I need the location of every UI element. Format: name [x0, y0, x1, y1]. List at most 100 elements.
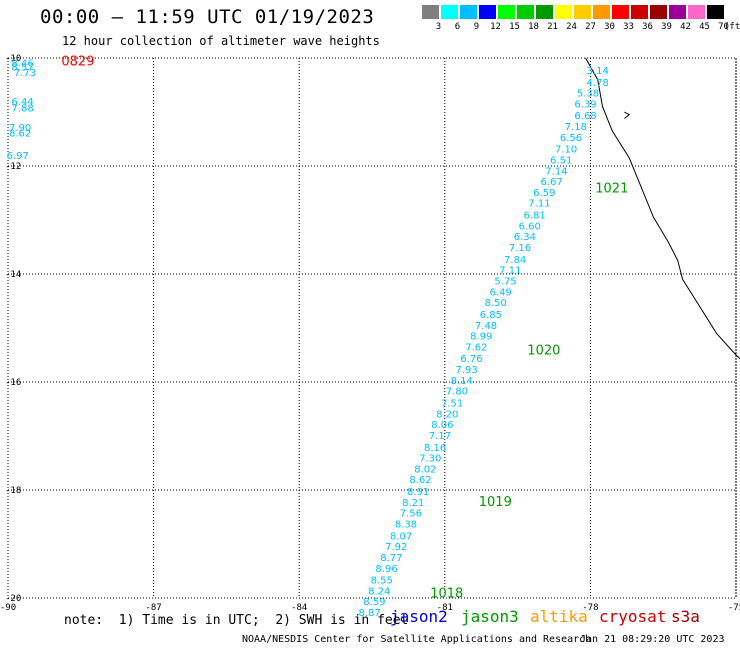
wave-height-value: 7.16 — [509, 243, 531, 254]
wave-height-value: 6.85 — [480, 310, 502, 321]
wave-height-value: 6.59 — [533, 188, 555, 199]
wave-height-value: 3.14 — [587, 66, 609, 77]
footer-timestamp: Jan 21 08:29:20 UTC 2023 — [580, 634, 725, 645]
scale-label: 36 — [642, 22, 653, 32]
lon-tick-label: -78 — [582, 603, 598, 613]
scale-swatch — [460, 5, 477, 19]
lat-tick-label: -12 — [5, 162, 21, 172]
wave-height-value: 8.99 — [470, 332, 492, 343]
wave-height-value: 8.57 — [11, 63, 33, 74]
coastline — [585, 57, 740, 360]
wave-height-value: 6.44 — [11, 97, 33, 108]
lon-tick-label: -90 — [0, 603, 16, 613]
wave-height-value: 8.14 — [451, 376, 473, 387]
pass-time-label: 1018 — [430, 587, 463, 602]
wave-height-value: 8.07 — [390, 531, 412, 542]
scale-label: 21 — [547, 22, 558, 32]
scale-swatch — [612, 5, 629, 19]
wave-height-value: 8.59 — [363, 597, 385, 608]
wave-height-value: 4.78 — [587, 78, 609, 89]
map-subtitle: 12 hour collection of altimeter wave hei… — [62, 34, 380, 48]
wave-height-value: 7.30 — [419, 454, 441, 465]
satellite-legend-altika: altika — [530, 607, 588, 626]
scale-swatch — [650, 5, 667, 19]
wave-height-value: 7.48 — [475, 321, 497, 332]
wave-height-value: 8.02 — [414, 464, 436, 475]
scale-label: 6 — [454, 22, 461, 32]
wave-height-value: 6.39 — [574, 99, 596, 110]
scale-label: 70 — [718, 22, 729, 32]
scale-unit: (ft) — [724, 22, 740, 32]
wave-height-value: 8.50 — [485, 298, 507, 309]
wave-height-value: 8.62 — [9, 129, 31, 140]
wave-height-value: 6.49 — [489, 287, 511, 298]
pass-time-label: 0829 — [61, 55, 94, 70]
wave-height-value: 6.56 — [560, 133, 582, 144]
scale-swatch — [593, 5, 610, 19]
lon-tick-label: -87 — [145, 603, 161, 613]
scale-swatch — [517, 5, 534, 19]
scale-label: 30 — [604, 22, 615, 32]
wave-height-value: 6.97 — [7, 151, 29, 162]
wave-height-value: 5.75 — [494, 276, 516, 287]
map-title: 00:00 – 11:59 UTC 01/19/2023 — [40, 6, 375, 28]
wave-height-value: 8.77 — [380, 553, 402, 564]
lon-tick-label: -84 — [291, 603, 307, 613]
wave-height-value: 7.18 — [565, 122, 587, 133]
scale-label: 3 — [435, 22, 442, 32]
wave-height-value: 8.38 — [395, 519, 417, 530]
pass-time-label: 1021 — [595, 182, 628, 197]
footer-note: note: 1) Time is in UTC; 2) SWH is in fe… — [64, 613, 409, 628]
satellite-legend-s3a: s3a — [671, 607, 700, 626]
wave-height-value: 8.62 — [409, 475, 431, 486]
wave-height-value: 7.56 — [400, 509, 422, 520]
wave-height-value: 5.38 — [577, 89, 599, 100]
wave-height-value: 7.73 — [14, 68, 36, 79]
plot-frame — [7, 57, 737, 599]
lon-tick-label: -81 — [437, 603, 453, 613]
lat-tick-label: -18 — [5, 486, 21, 496]
wave-height-value: 8.06 — [431, 420, 453, 431]
wave-height-value: 6.60 — [519, 221, 541, 232]
scale-swatch — [498, 5, 515, 19]
wave-height-value: 7.14 — [545, 166, 567, 177]
scale-swatch — [631, 5, 648, 19]
wave-height-value: 6.81 — [523, 211, 545, 222]
scale-swatch — [441, 5, 458, 19]
lat-tick-label: -14 — [5, 270, 21, 280]
wave-height-value: 6.67 — [540, 177, 562, 188]
scale-swatch — [707, 5, 724, 19]
scale-swatch — [555, 5, 572, 19]
satellite-legend-cryosat: cryosat — [599, 607, 667, 626]
island-outline — [624, 111, 631, 119]
wave-height-value: 8.16 — [424, 443, 446, 454]
lon-tick-label: -75 — [728, 603, 740, 613]
scale-label: 45 — [699, 22, 710, 32]
satellite-legend-jason3: jason3 — [461, 607, 519, 626]
scale-swatch — [574, 5, 591, 19]
wave-height-value: 8.21 — [402, 498, 424, 509]
satellite-legend-jason2: jason2 — [390, 607, 448, 626]
scale-label: 12 — [490, 22, 501, 32]
wave-height-value: 7.10 — [555, 145, 577, 156]
wave-height-value: 8.46 — [11, 58, 33, 69]
scale-label: 42 — [680, 22, 691, 32]
wave-height-value: 7.62 — [465, 342, 487, 353]
lat-tick-label: -16 — [5, 378, 21, 388]
scale-label: 27 — [585, 22, 596, 32]
footer-credit: NOAA/NESDIS Center for Satellite Applica… — [242, 634, 592, 645]
wave-height-value: 6.76 — [460, 354, 482, 365]
scale-swatch — [422, 5, 439, 19]
scale-label: 24 — [566, 22, 577, 32]
scale-swatch — [479, 5, 496, 19]
wave-height-value: 7.84 — [504, 255, 526, 266]
wave-height-value: 7.11 — [499, 266, 521, 277]
wave-height-value: 6.34 — [514, 232, 536, 243]
wave-height-value: 8.87 — [358, 608, 380, 619]
wave-height-value: 8.55 — [371, 576, 393, 587]
wave-height-value: 8.20 — [436, 409, 458, 420]
scale-label: 9 — [473, 22, 480, 32]
scale-label: 18 — [528, 22, 539, 32]
wave-height-value: 7.88 — [11, 104, 33, 115]
